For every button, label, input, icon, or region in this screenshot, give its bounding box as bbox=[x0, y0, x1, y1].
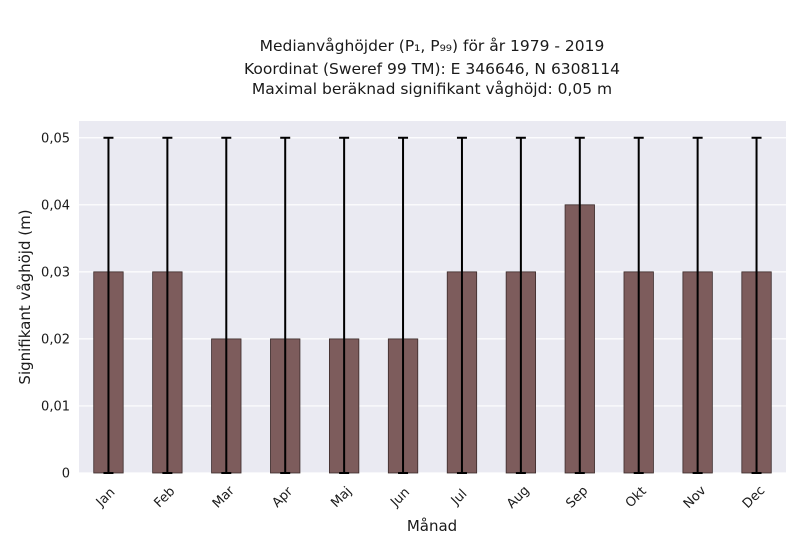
error-bar bbox=[456, 136, 467, 474]
y-tick-label: 0,05 bbox=[41, 131, 70, 146]
error-bar bbox=[633, 136, 644, 474]
error-bar bbox=[515, 136, 526, 474]
error-bar bbox=[574, 136, 585, 474]
error-bars bbox=[103, 136, 762, 474]
chart-title-line-2: Koordinat (Sweref 99 TM): E 346646, N 63… bbox=[244, 60, 620, 78]
y-tick-label: 0,01 bbox=[41, 399, 70, 414]
error-bar bbox=[692, 136, 703, 474]
y-tick-label: 0,02 bbox=[41, 332, 70, 347]
error-bar bbox=[103, 136, 114, 474]
chart-title-line-3: Maximal beräknad signifikant våghöjd: 0,… bbox=[252, 80, 612, 98]
y-axis-ticks: 0 0,01 0,02 0,03 0,04 0,05 bbox=[41, 131, 70, 481]
x-tick-label: Apr bbox=[269, 484, 296, 511]
x-axis-ticks: Jan Feb Mar Apr Maj Jun Jul Aug Sep Okt Nov Dec bbox=[93, 483, 768, 512]
x-tick-label: Feb bbox=[151, 484, 178, 511]
x-tick-label: Aug bbox=[504, 483, 533, 512]
chart-title: Medianvåghöjder (P₁, P₉₉) för år 1979 - … bbox=[244, 37, 620, 98]
error-bar bbox=[162, 136, 173, 474]
y-tick-label: 0 bbox=[62, 467, 70, 482]
x-tick-label: Mar bbox=[210, 483, 238, 511]
chart-title-line-1: Medianvåghöjder (P₁, P₉₉) för år 1979 - … bbox=[260, 37, 605, 55]
y-tick-label: 0,03 bbox=[41, 265, 70, 280]
x-tick-label: Maj bbox=[328, 484, 355, 511]
x-axis-label: Månad bbox=[407, 517, 457, 535]
x-tick-label: Okt bbox=[623, 484, 650, 511]
error-bar bbox=[221, 136, 232, 474]
error-bar bbox=[751, 136, 762, 474]
x-tick-label: Sep bbox=[563, 484, 591, 512]
y-axis-label: Signifikant våghöjd (m) bbox=[16, 209, 34, 384]
plot-area bbox=[79, 121, 786, 473]
error-bar bbox=[398, 136, 409, 474]
x-tick-label: Nov bbox=[681, 483, 710, 512]
error-bar bbox=[280, 136, 291, 474]
x-tick-label: Dec bbox=[740, 483, 768, 511]
x-tick-label: Jun bbox=[387, 485, 413, 511]
x-tick-label: Jul bbox=[448, 487, 470, 509]
error-bar bbox=[339, 136, 350, 474]
grid-lines bbox=[79, 137, 786, 474]
y-tick-label: 0,04 bbox=[41, 198, 70, 213]
x-tick-label: Jan bbox=[93, 485, 118, 510]
